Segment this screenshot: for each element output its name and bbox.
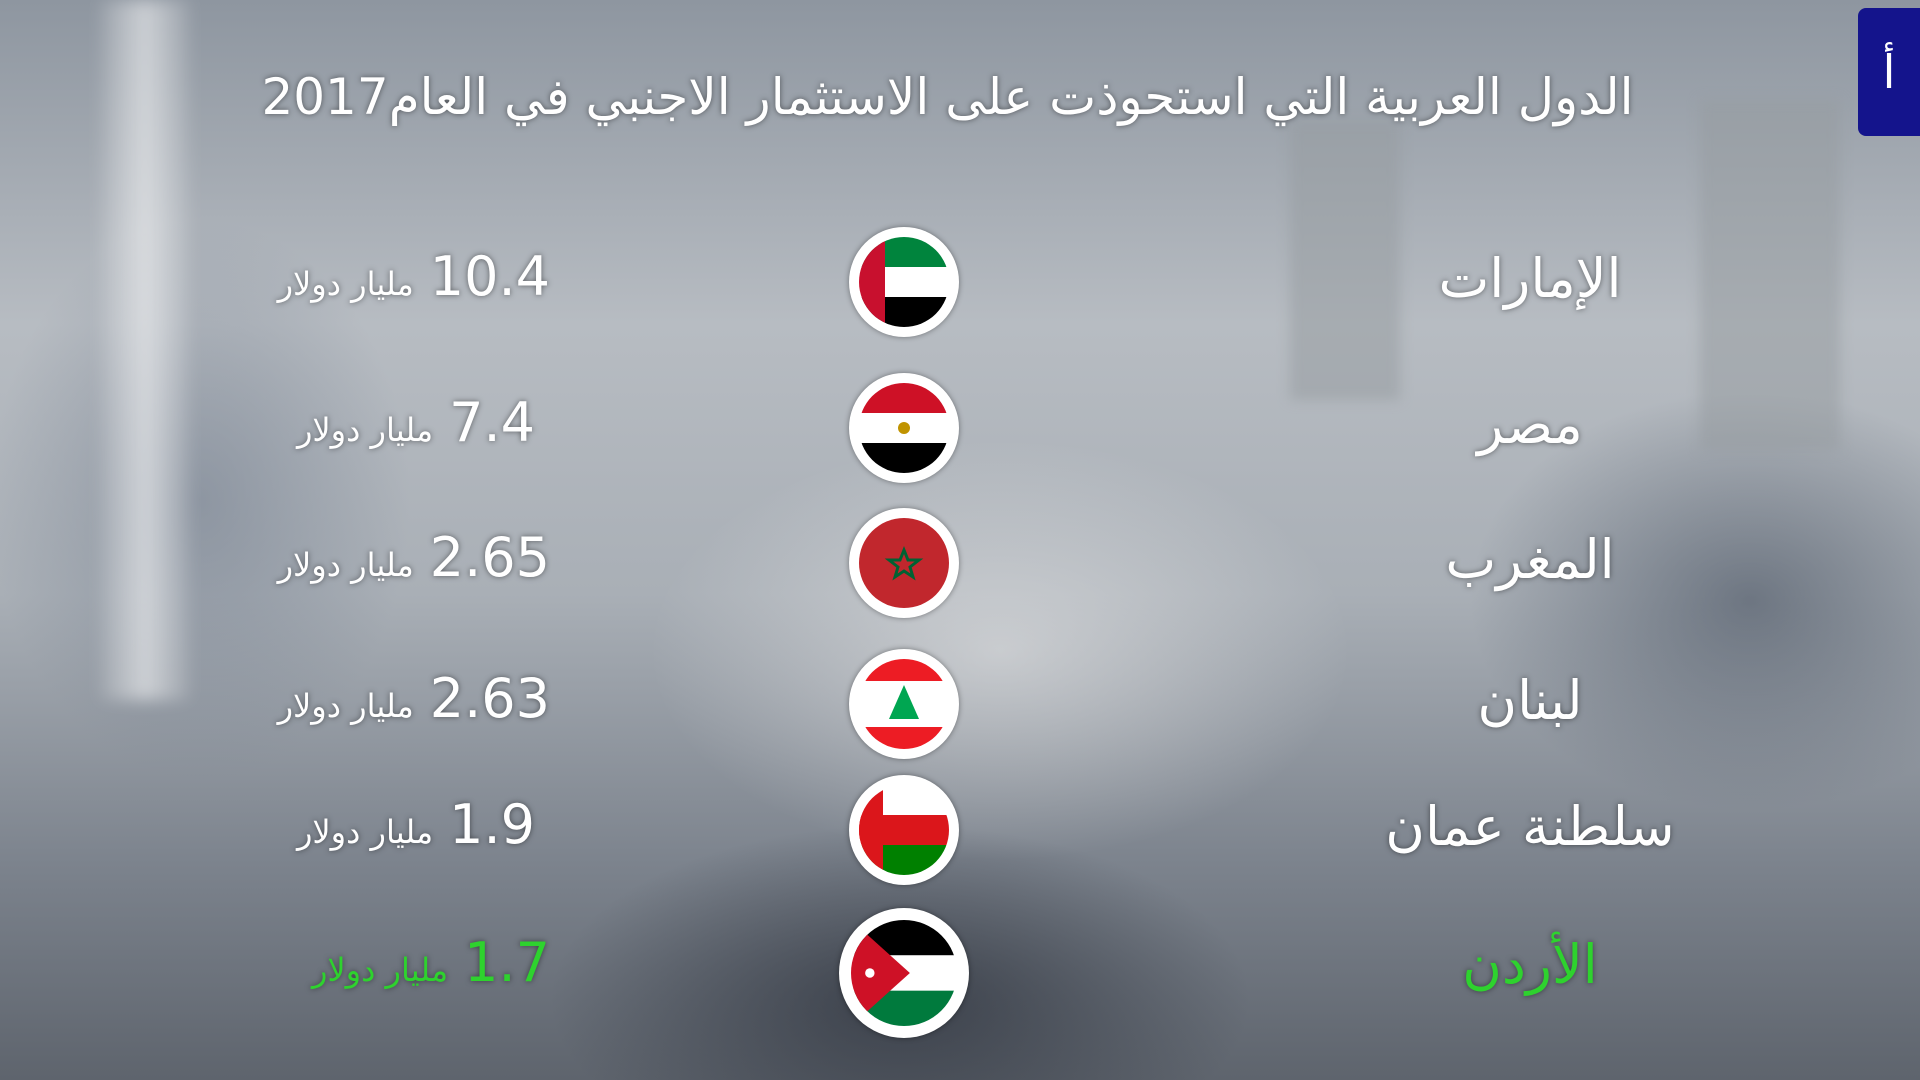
list-item-highlighted: الأردن مليار دولار 1.7 (0, 908, 1920, 1038)
unit-label: مليار دولار (296, 411, 434, 449)
lebanon-flag-icon (849, 649, 959, 759)
value-number: 1.7 (464, 931, 550, 994)
investment-value: مليار دولار 10.4 (278, 245, 550, 308)
list-item: مصر مليار دولار 7.4 (0, 373, 1920, 483)
country-name: المغرب (1445, 528, 1615, 591)
list-item: سلطنة عمان مليار دولار 1.9 (0, 775, 1920, 885)
channel-logo: أ (1858, 8, 1920, 136)
background-building (1290, 120, 1400, 400)
investment-value: مليار دولار 1.7 (312, 931, 550, 994)
oman-flag-icon (849, 775, 959, 885)
value-number: 2.65 (429, 526, 550, 589)
value-number: 1.9 (449, 793, 535, 856)
list-item: لبنان مليار دولار 2.63 (0, 649, 1920, 759)
uae-flag-icon (849, 227, 959, 337)
investment-value: مليار دولار 2.63 (278, 667, 550, 730)
unit-label: مليار دولار (296, 813, 434, 851)
value-number: 7.4 (449, 391, 535, 454)
egypt-flag-icon (849, 373, 959, 483)
value-number: 10.4 (429, 245, 550, 308)
country-name: لبنان (1477, 669, 1583, 732)
country-name: الأردن (1462, 933, 1598, 996)
unit-label: مليار دولار (311, 951, 449, 989)
background-building (1700, 100, 1840, 450)
jordan-flag-icon (839, 908, 969, 1038)
page-title: الدول العربية التي استحوذت على الاستثمار… (261, 68, 1634, 126)
unit-label: مليار دولار (277, 546, 414, 584)
background-spire (100, 0, 190, 700)
country-name: سلطنة عمان (1385, 795, 1675, 858)
list-item: الإمارات مليار دولار 10.4 (0, 227, 1920, 337)
unit-label: مليار دولار (277, 687, 414, 725)
country-name: مصر (1477, 393, 1583, 456)
country-name: الإمارات (1438, 247, 1622, 310)
investment-value: مليار دولار 1.9 (297, 793, 535, 856)
list-item: المغرب مليار دولار 2.65 (0, 508, 1920, 618)
value-number: 2.63 (429, 667, 550, 730)
investment-value: مليار دولار 7.4 (297, 391, 535, 454)
morocco-flag-icon (849, 508, 959, 618)
unit-label: مليار دولار (277, 265, 414, 303)
investment-value: مليار دولار 2.65 (278, 526, 550, 589)
